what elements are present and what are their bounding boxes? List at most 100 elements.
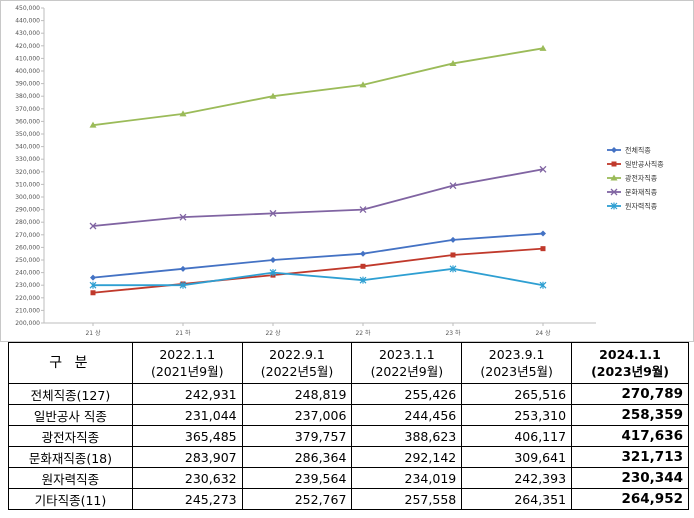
table-cell: 242,393	[461, 467, 573, 489]
table-row: 전체직종(127) 242,931 248,819 255,426 265,51…	[8, 383, 689, 405]
data-point	[89, 222, 97, 230]
table-cell: 248,819	[241, 383, 353, 405]
y-tick-label: 360,000	[15, 118, 40, 125]
data-point	[179, 281, 187, 289]
table-cell: 231,044	[131, 404, 243, 426]
header-col-1-date: 2022.1.1	[159, 347, 216, 362]
x-tick-label: 22 하	[355, 329, 371, 337]
data-point	[269, 92, 277, 99]
y-tick-label: 410,000	[15, 55, 40, 62]
table-cell: 265,516	[461, 383, 573, 405]
data-point	[449, 59, 457, 66]
data-point	[180, 265, 186, 272]
table-row: 광전자직종 365,485 379,757 388,623 406,117 41…	[8, 425, 689, 447]
y-tick-label: 400,000	[15, 68, 40, 75]
data-point	[179, 213, 187, 221]
table-cell: 309,641	[461, 446, 573, 468]
x-tick-label: 24 상	[535, 329, 551, 337]
y-tick-label: 220,000	[15, 295, 40, 302]
header-col-2-date: 2022.9.1	[269, 347, 325, 362]
table-cell-latest: 264,952	[571, 488, 689, 510]
data-point	[540, 246, 546, 252]
legend-label: 원자력직종	[625, 202, 658, 211]
y-tick-label: 350,000	[15, 131, 40, 138]
y-tick-label: 340,000	[15, 144, 40, 151]
data-point	[360, 263, 366, 269]
header-col-4-survey: (2023년5월)	[480, 364, 553, 379]
y-tick-label: 230,000	[15, 282, 40, 289]
legend-marker	[611, 161, 617, 167]
y-tick-label: 390,000	[15, 81, 40, 88]
y-tick-label: 200,000	[15, 320, 40, 327]
header-col-2: 2022.9.1 (2022년5월)	[241, 342, 353, 384]
row-label: 전체직종(127)	[8, 383, 133, 405]
x-tick-label: 22 상	[265, 329, 281, 337]
y-tick-label: 430,000	[15, 30, 40, 37]
legend-marker	[611, 147, 617, 153]
table-cell: 239,564	[241, 467, 353, 489]
table-cell: 292,142	[351, 446, 463, 468]
legend-marker	[610, 202, 618, 210]
y-tick-label: 320,000	[15, 169, 40, 176]
table-cell-latest: 270,789	[571, 383, 689, 405]
x-tick-label: 21 하	[175, 329, 191, 337]
series-line-5	[93, 267, 544, 287]
data-point	[90, 274, 96, 281]
header-col-3-survey: (2022년9월)	[370, 364, 444, 379]
wage-table: 구 분 2022.1.1 (2021년9월) 2022.9.1 (2022년5월) …	[8, 342, 689, 510]
table-cell: 253,310	[461, 404, 573, 426]
y-tick-label: 210,000	[15, 307, 40, 314]
table-cell: 286,364	[241, 446, 353, 468]
y-tick-label: 280,000	[15, 219, 40, 226]
y-tick-label: 440,000	[15, 18, 40, 25]
data-point	[539, 44, 547, 51]
table-cell: 237,006	[241, 404, 353, 426]
y-tick-label: 420,000	[15, 43, 40, 50]
table-header-row: 구 분 2022.1.1 (2021년9월) 2022.9.1 (2022년5월) …	[8, 342, 689, 384]
table-cell: 244,456	[351, 404, 463, 426]
table-row: 기타직종(11) 245,273 252,767 257,558 264,351…	[8, 488, 689, 510]
header-col-3-date: 2023.1.1	[378, 347, 435, 362]
table-row: 문화재직종(18) 283,907 286,364 292,142 309,64…	[8, 446, 689, 468]
table-cell-latest: 230,344	[571, 467, 689, 489]
header-col-1-survey: (2021년9월)	[150, 364, 224, 379]
data-point	[449, 182, 457, 190]
table-cell: 406,117	[461, 425, 573, 447]
header-col-4: 2023.9.1 (2023년5월)	[461, 342, 573, 384]
data-point	[89, 121, 97, 128]
header-col-5-date: 2024.1.1	[599, 347, 661, 362]
table-cell: 255,426	[351, 383, 463, 405]
header-col-1: 2022.1.1 (2021년9월)	[131, 342, 243, 384]
y-tick-label: 290,000	[15, 207, 40, 214]
table-cell: 388,623	[351, 425, 463, 447]
table-cell: 379,757	[241, 425, 353, 447]
table-cell-latest: 258,359	[571, 404, 689, 426]
row-label: 기타직종(11)	[8, 488, 133, 510]
data-point	[269, 269, 277, 277]
data-point	[450, 236, 456, 243]
chart-border	[0, 0, 694, 342]
table-cell: 365,485	[131, 425, 243, 447]
series-line-1	[92, 232, 544, 279]
table-cell: 264,351	[461, 488, 573, 510]
data-point	[90, 290, 96, 296]
legend-label: 전체직종	[625, 146, 651, 155]
y-tick-label: 300,000	[15, 194, 40, 201]
legend-label: 광전자직종	[625, 174, 658, 183]
data-point	[449, 265, 457, 273]
x-tick-label: 21 상	[85, 329, 101, 337]
table-cell: 234,019	[351, 467, 463, 489]
data-point	[270, 257, 276, 263]
chart-area: 200,000 210,000 220,000 230,000 240,000 250,0…	[0, 0, 694, 342]
header-col-3: 2023.1.1 (2022년9월)	[351, 342, 463, 384]
data-point	[269, 209, 277, 217]
y-tick-label: 450,000	[15, 5, 40, 12]
table-cell: 242,931	[131, 383, 243, 405]
header-col-5: 2024.1.1 (2023년9월)	[571, 342, 689, 384]
data-point	[540, 230, 546, 237]
data-point	[359, 276, 367, 284]
row-label: 광전자직종	[8, 425, 133, 447]
header-category: 구 분	[8, 342, 133, 384]
header-col-5-survey: (2023년9월)	[591, 364, 669, 379]
row-label: 원자력직종	[8, 467, 133, 489]
